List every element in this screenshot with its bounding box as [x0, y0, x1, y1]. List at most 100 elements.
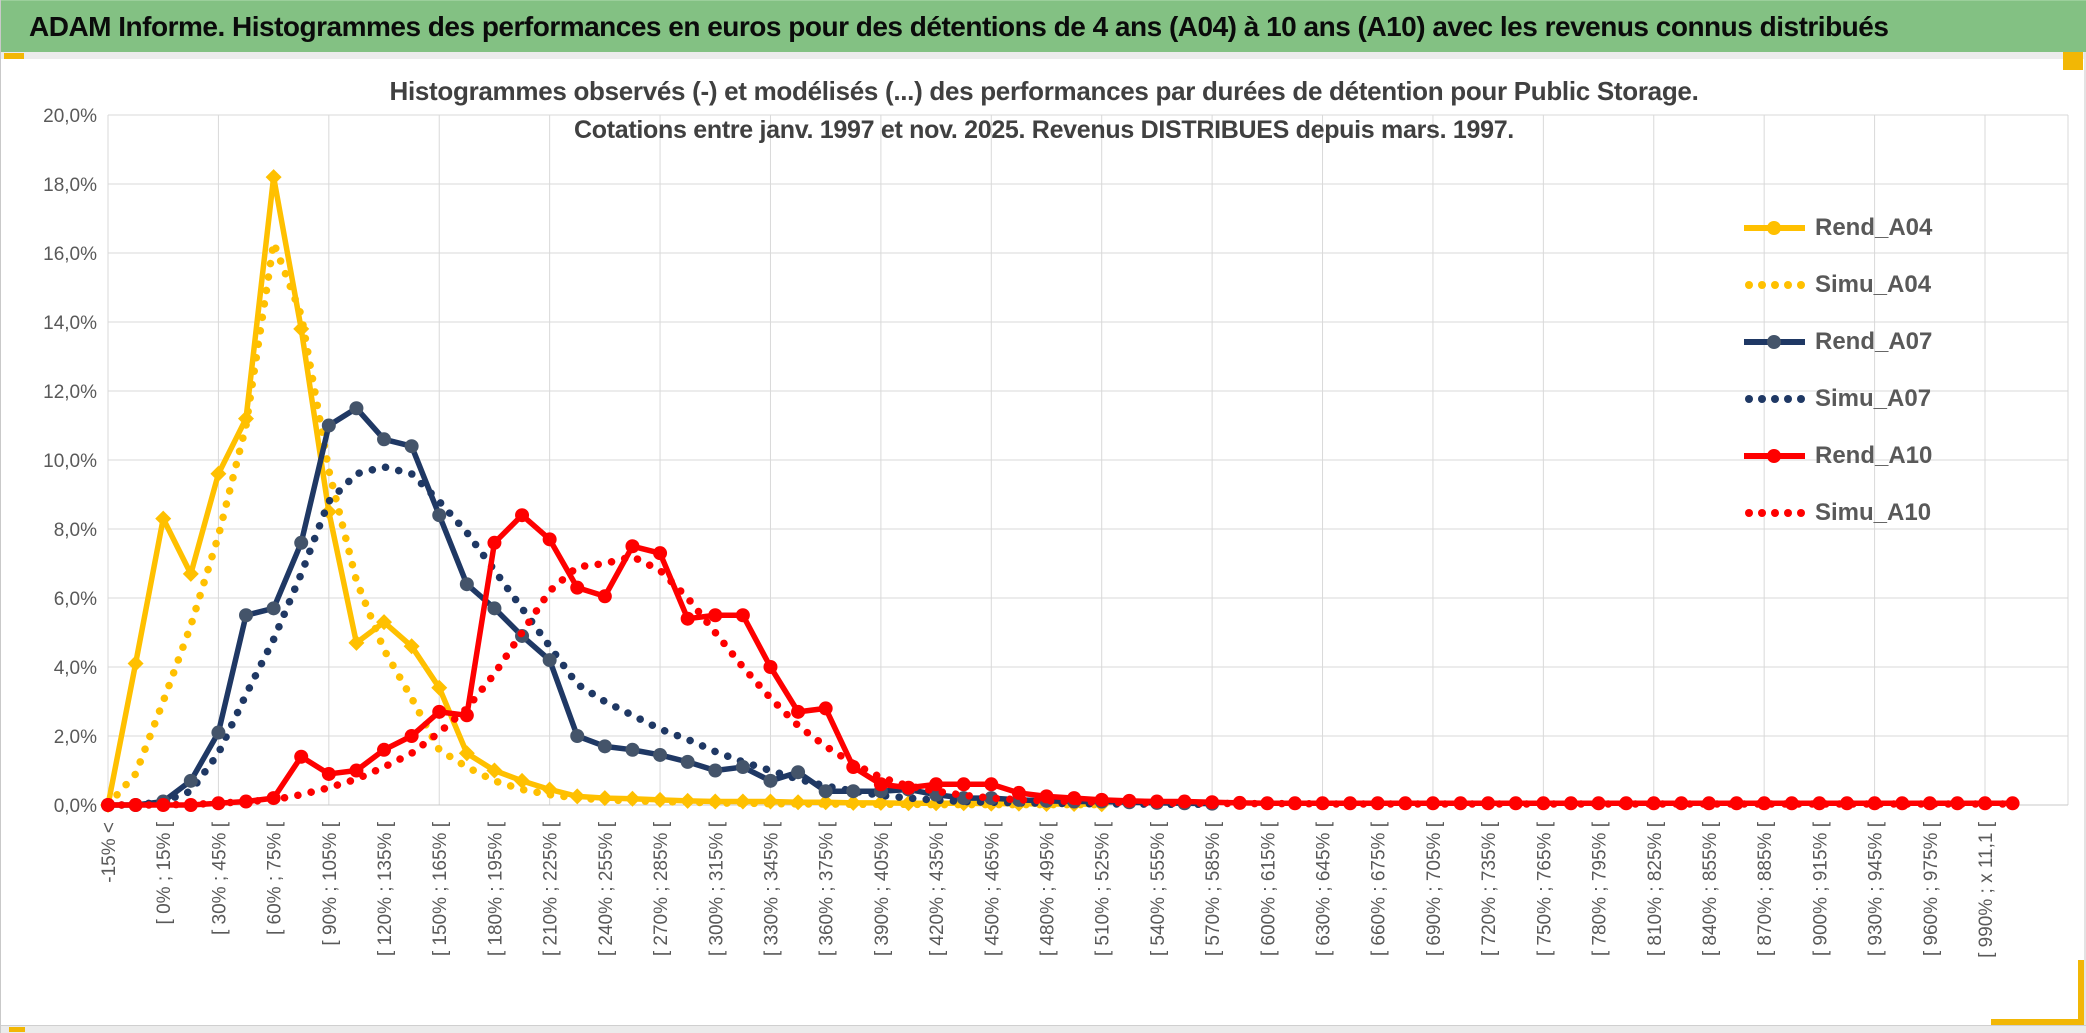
x-tick-label: [ 630% ; 645% [ [1314, 821, 1335, 956]
series-Rend_A10-marker [1757, 796, 1772, 811]
series-Rend_A07-marker [459, 577, 474, 592]
top-scrollbar-track[interactable] [1, 52, 2086, 59]
series-Rend_A10-marker [183, 798, 198, 812]
series-Rend_A10-marker [1149, 794, 1164, 809]
series-Rend_A10-marker [1536, 796, 1551, 811]
series-Rend_A10-marker [459, 708, 474, 723]
series-Rend_A07-marker [818, 784, 833, 799]
series-Rend_A07-marker [432, 508, 447, 523]
series-Rend_A10-marker [1453, 796, 1468, 811]
series-Rend_A10-marker [1591, 796, 1606, 811]
series-Rend_A10-marker [1343, 796, 1358, 811]
right-scrollbar-track[interactable] [2084, 52, 2086, 1033]
y-tick-label: 6,0% [54, 589, 97, 610]
legend-label: Rend_A10 [1815, 442, 1933, 469]
series-Rend_A10-marker [929, 777, 944, 792]
legend-item-Simu_A10[interactable]: Simu_A10 [1743, 491, 1931, 535]
bottom-scrollbar-track[interactable] [1, 1025, 2086, 1033]
series-Rend_A10-marker [349, 763, 364, 778]
series-Rend_A10-marker [432, 704, 447, 719]
series-Rend_A10-marker [1508, 796, 1523, 811]
series-Rend_A04-marker [182, 565, 199, 582]
series-Rend_A04-marker [486, 762, 503, 779]
series-Rend_A04-marker [431, 679, 448, 696]
series-Rend_A10-marker [1674, 796, 1689, 811]
series-Rend_A10-marker [1481, 796, 1496, 811]
series-Rend_A10-marker [1895, 796, 1910, 811]
x-tick-label: [ 0% ; 15% [ [154, 821, 175, 924]
x-tick-label: [ 180% ; 195% [ [485, 821, 506, 956]
series-Rend_A10-marker [1011, 785, 1026, 800]
series-Rend_A04-marker [790, 794, 807, 811]
legend-marker-dotted-icon [1745, 281, 1805, 289]
legend-marker-solid-icon [1744, 449, 1805, 463]
series-Rend_A10-marker [1784, 796, 1799, 811]
legend-item-Rend_A04[interactable]: Rend_A04 [1743, 206, 1932, 250]
legend-item-Simu_A07[interactable]: Simu_A07 [1743, 377, 1931, 421]
series-Rend_A10-marker [1839, 796, 1854, 811]
series-Rend_A10-marker [818, 701, 833, 716]
series-Rend_A04-marker [376, 614, 393, 631]
legend-item-Rend_A10[interactable]: Rend_A10 [1743, 434, 1932, 478]
series-Rend_A10-marker [239, 794, 254, 809]
series-Rend_A10-marker [873, 777, 888, 792]
x-tick-label: [ 90% ; 105% [ [320, 821, 341, 945]
series-Rend_A07-marker [763, 773, 778, 788]
series-Rend_A07-marker [791, 765, 806, 780]
top-right-scrollbar-thumb[interactable] [2063, 52, 2083, 70]
x-tick-label: [ 540% ; 555% [ [1148, 821, 1169, 956]
series-Rend_A10-marker [653, 546, 668, 561]
series-Rend_A10-marker [515, 508, 530, 523]
x-tick-label: [ 840% ; 855% [ [1700, 821, 1721, 956]
series-Rend_A10-marker [128, 798, 143, 812]
series-Rend_A04-marker [265, 169, 282, 186]
series-Rend_A10-marker [2005, 796, 2020, 811]
bottom-right-border-bar [1991, 1019, 2084, 1025]
top-scrollbar-thumb[interactable] [4, 53, 24, 59]
x-tick-label: [ 420% ; 435% [ [927, 821, 948, 956]
series-Rend_A04-marker [458, 745, 475, 762]
series-Rend_A04[interactable] [105, 174, 1105, 808]
series-Rend_A10[interactable] [105, 512, 2016, 808]
legend-item-Simu_A04[interactable]: Simu_A04 [1743, 263, 1931, 307]
series-Rend_A04-marker [293, 320, 310, 337]
series-Rend_A07-marker [183, 773, 198, 788]
series-Rend_A04-marker [596, 790, 613, 807]
series-Rend_A07-marker [404, 439, 419, 454]
series-Rend_A10-marker [1425, 796, 1440, 811]
series-Rend_A07-marker [570, 729, 585, 743]
series-Rend_A10-marker [101, 798, 115, 812]
series-Rend_A07-marker [625, 742, 640, 757]
series-Rend_A07-marker [846, 784, 861, 799]
legend-item-Rend_A07[interactable]: Rend_A07 [1743, 320, 1932, 364]
series-Rend_A10-marker [377, 742, 392, 757]
bottom-scrollbar-thumb[interactable] [9, 1027, 25, 1032]
x-tick-label: [ 450% ; 465% [ [982, 821, 1003, 956]
x-tick-label: [ 570% ; 585% [ [1203, 821, 1224, 956]
legend-marker-solid-icon [1744, 335, 1805, 349]
series-Rend_A10-marker [1646, 796, 1661, 811]
page-title: ADAM Informe. Histogrammes des performan… [29, 11, 1889, 42]
series-Rend_A07-marker [349, 401, 364, 416]
series-Simu_A10[interactable] [104, 552, 2017, 809]
series-Rend_A10-marker [1232, 795, 1247, 810]
series-Rend_A10-marker [956, 777, 971, 792]
series-Rend_A10-marker [1950, 796, 1965, 811]
right-scrollbar-thumb[interactable] [2078, 960, 2084, 1024]
series-Rend_A04-marker [155, 510, 172, 527]
series-Rend_A10-marker [1563, 796, 1578, 811]
series-Rend_A10-marker [1039, 789, 1054, 804]
series-Rend_A04-marker [569, 788, 586, 805]
series-Rend_A10-marker [1867, 796, 1882, 811]
x-tick-label: [ 990% ; x 11,1 [ [1976, 821, 1997, 958]
x-tick-label: [ 360% ; 375% [ [817, 821, 838, 956]
x-tick-label: [ 660% ; 675% [ [1369, 821, 1390, 956]
y-tick-label: 18,0% [43, 175, 97, 196]
legend-label: Rend_A04 [1815, 214, 1933, 241]
series-Rend_A07-marker [708, 763, 723, 778]
series-Rend_A10-marker [625, 539, 640, 554]
x-tick-label: [ 270% ; 285% [ [651, 821, 672, 956]
legend-marker-dotted-icon [1745, 395, 1805, 403]
series-Rend_A04-marker [238, 410, 255, 427]
series-Rend_A10-marker [846, 760, 861, 775]
